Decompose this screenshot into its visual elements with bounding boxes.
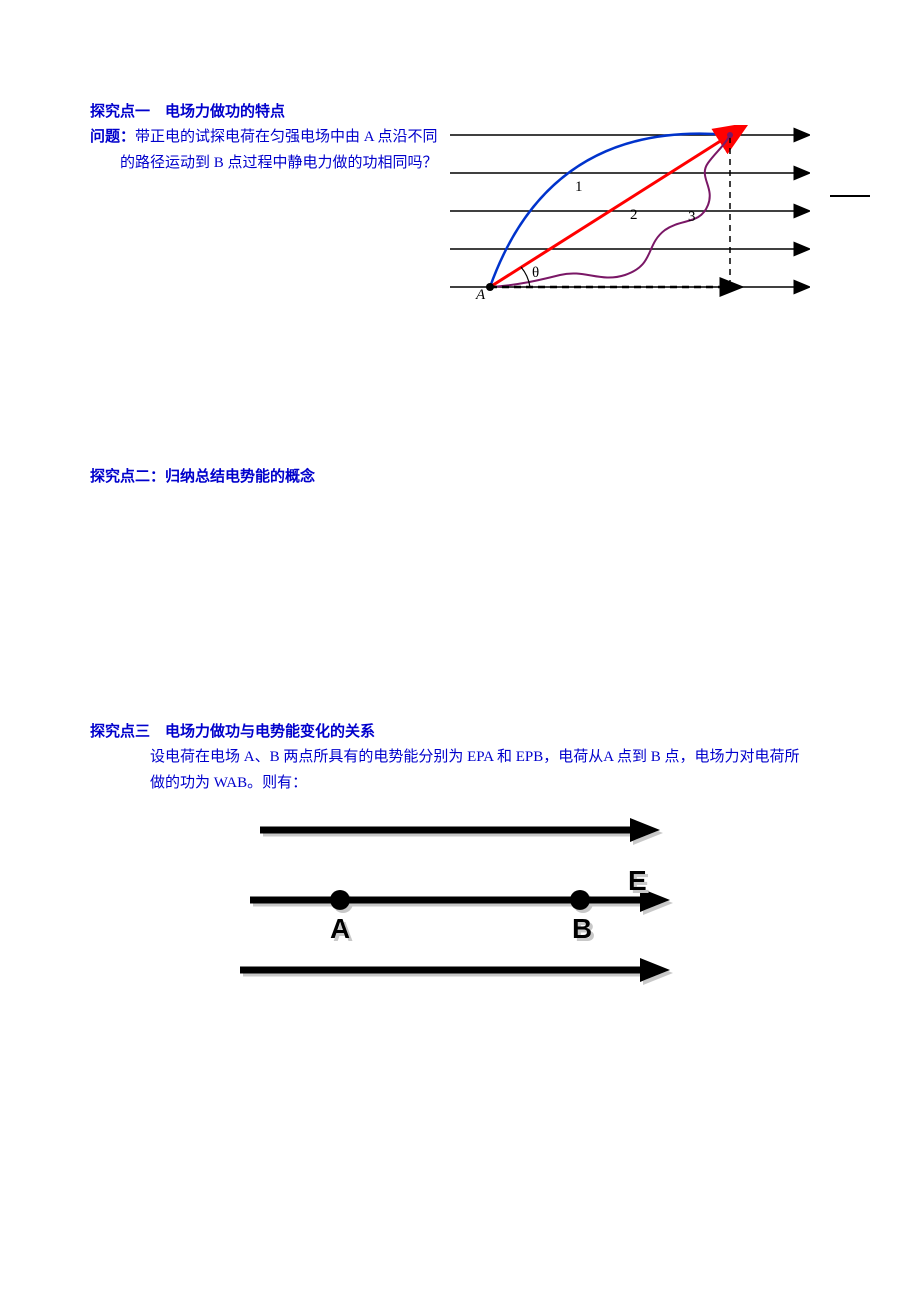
label-A2: A xyxy=(330,913,350,944)
section2-heading: 探究点二：归纳总结电势能的概念 xyxy=(90,465,830,486)
diagram2: A B E xyxy=(210,800,710,1005)
section1-heading: 探究点一 电场力做功的特点 xyxy=(90,100,830,121)
question-text: 问题：带正电的试探电荷在匀强电场中由 A 点沿不同 的路径运动到 B 点过程中静… xyxy=(90,125,450,176)
stray-dash xyxy=(830,195,870,197)
label-theta: θ xyxy=(532,265,539,281)
question-line1: 带正电的试探电荷在匀强电场中由 A 点沿不同 xyxy=(135,129,438,145)
diagram1: A 1 2 3 θ xyxy=(450,125,810,305)
section1-block: 问题：带正电的试探电荷在匀强电场中由 A 点沿不同 的路径运动到 B 点过程中静… xyxy=(90,125,830,305)
section3-heading: 探究点三 电场力做功与电势能变化的关系 xyxy=(90,720,830,741)
label-B2: B xyxy=(572,913,592,944)
label-1: 1 xyxy=(575,179,583,195)
label-E2: E xyxy=(628,865,647,896)
label-A: A xyxy=(475,287,486,303)
label-2: 2 xyxy=(630,207,638,223)
section3-body: 设电荷在电场 A、B 两点所具有的电势能分别为 EPA 和 EPB，电荷从A 点… xyxy=(90,745,830,796)
label-3: 3 xyxy=(688,209,696,225)
question-line2: 的路径运动到 B 点过程中静电力做的功相同吗？ xyxy=(90,151,450,177)
question-label: 问题： xyxy=(90,129,135,145)
